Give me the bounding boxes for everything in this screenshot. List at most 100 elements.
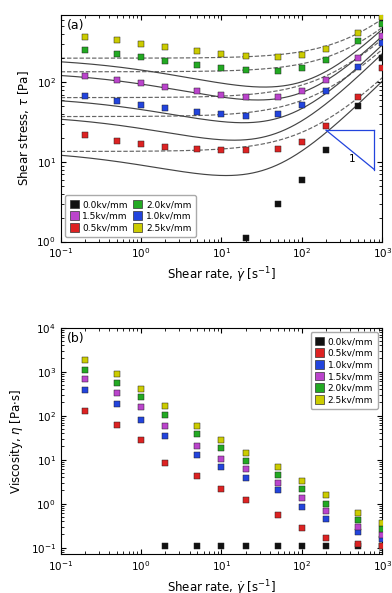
Point [82,365,88,375]
Point [162,43,169,52]
Point [379,63,385,73]
Point [243,473,249,483]
Point [218,444,225,453]
Point [355,62,361,72]
Point [299,502,305,512]
Point [138,78,144,88]
Y-axis label: Shear stress, $\tau$ [Pa]: Shear stress, $\tau$ [Pa] [16,71,31,186]
Point [162,458,169,467]
Point [299,175,305,184]
Point [299,484,305,493]
Point [379,12,385,21]
Point [162,410,169,419]
Point [114,399,120,409]
Point [194,86,200,95]
Point [299,50,305,60]
Point [82,356,88,365]
Point [274,199,281,208]
Point [379,534,385,543]
Point [379,31,385,41]
Point [323,514,329,524]
Point [218,435,225,445]
Point [274,92,281,101]
Point [194,144,200,154]
Point [379,53,385,63]
Point [162,541,169,550]
Point [323,122,329,131]
Text: 1: 1 [348,154,355,164]
Point [114,388,120,398]
Point [323,55,329,65]
Point [138,403,144,412]
Point [162,432,169,441]
Point [194,46,200,56]
Point [323,499,329,508]
Point [274,486,281,495]
Point [194,422,200,431]
Point [274,470,281,479]
Point [379,39,385,48]
Point [379,531,385,540]
Point [194,107,200,117]
Point [194,541,200,550]
Point [218,49,225,59]
Point [243,145,249,155]
Point [138,415,144,425]
Point [355,101,361,111]
Point [82,406,88,416]
Point [274,478,281,487]
Point [323,145,329,155]
Point [138,384,144,394]
Point [274,53,281,62]
X-axis label: Shear rate, $\dot{\gamma}$ [s$^{-1}$]: Shear rate, $\dot{\gamma}$ [s$^{-1}$] [167,266,276,285]
Point [114,136,120,145]
Point [243,456,249,466]
Point [218,484,225,493]
Point [218,145,225,155]
Point [162,401,169,411]
Point [162,82,169,91]
Point [299,493,305,503]
Point [218,463,225,472]
Text: (a): (a) [67,20,85,33]
Point [82,374,88,384]
Point [114,379,120,388]
Point [162,56,169,66]
Point [138,53,144,62]
Point [355,36,361,46]
Point [114,36,120,45]
Point [355,28,361,37]
Point [218,90,225,99]
Point [162,104,169,113]
Point [138,100,144,110]
Point [355,515,361,525]
Point [274,541,281,550]
Point [138,393,144,402]
Point [243,465,249,474]
Point [299,477,305,486]
Point [82,71,88,81]
Point [82,32,88,42]
Legend: 0.0kv/mm, 1.5kv/mm, 0.5kv/mm, 2.0kv/mm, 1.0kv/mm, 2.5kv/mm: 0.0kv/mm, 1.5kv/mm, 0.5kv/mm, 2.0kv/mm, … [65,195,196,237]
Point [82,91,88,100]
Point [218,63,225,73]
Point [323,86,329,95]
Point [114,420,120,430]
Point [355,509,361,518]
Point [243,495,249,505]
Point [243,448,249,457]
X-axis label: Shear rate, $\dot{\gamma}$ [s$^{-1}$]: Shear rate, $\dot{\gamma}$ [s$^{-1}$] [167,579,276,593]
Point [299,137,305,146]
Point [323,490,329,500]
Point [82,385,88,395]
Point [299,541,305,550]
Point [243,52,249,61]
Point [243,65,249,75]
Point [379,518,385,528]
Point [243,111,249,120]
Point [355,522,361,531]
Point [114,369,120,379]
Point [194,60,200,69]
Text: (b): (b) [67,332,85,345]
Point [355,93,361,102]
